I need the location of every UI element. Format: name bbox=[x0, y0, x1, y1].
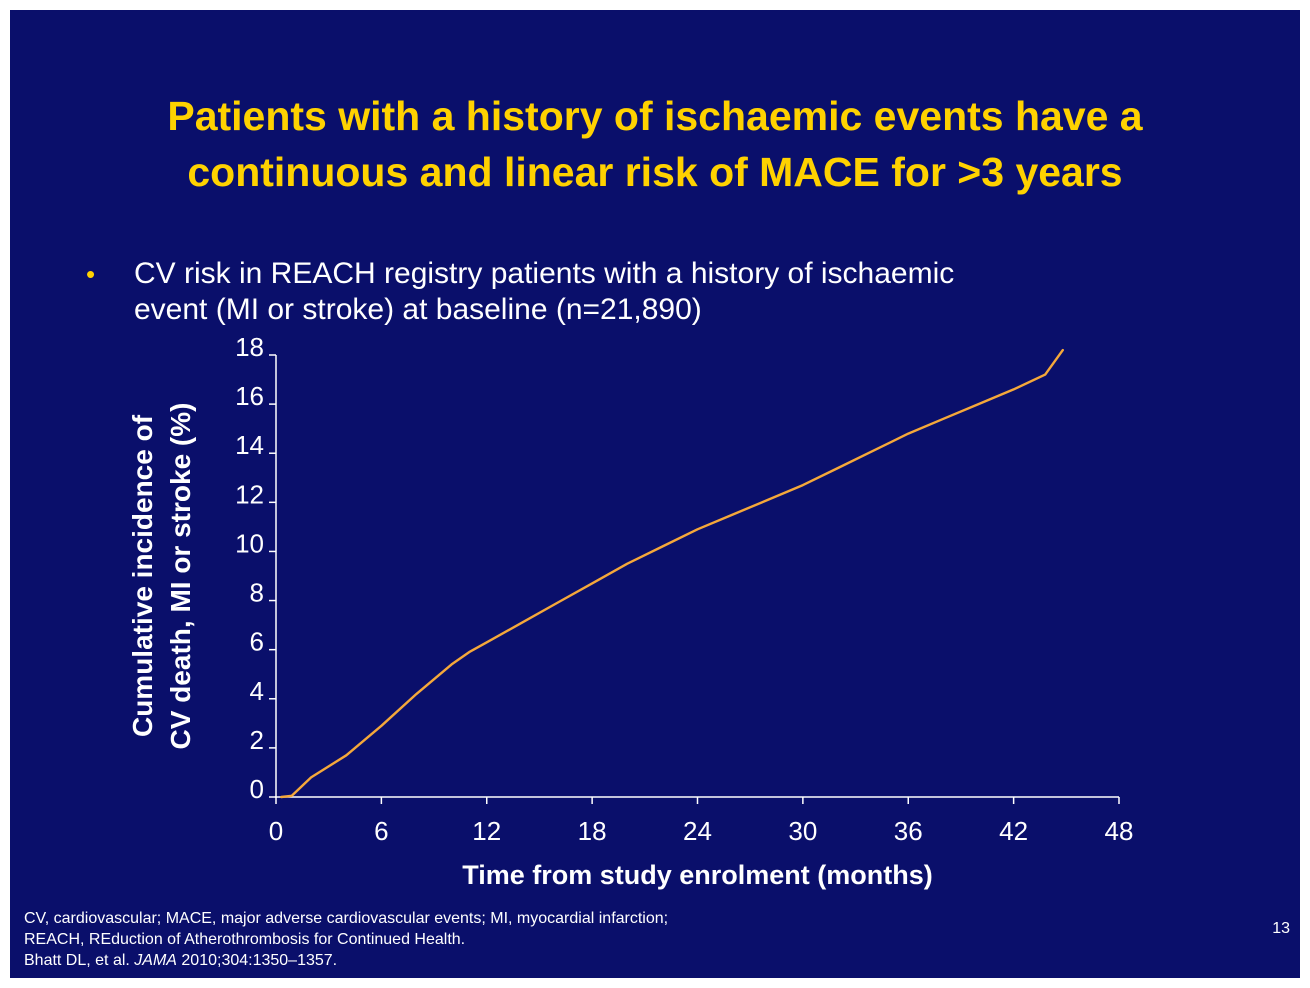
title-line-2: continuous and linear risk of MACE for >… bbox=[187, 149, 1123, 195]
y-tick-label: 2 bbox=[250, 725, 264, 755]
y-tick-label: 12 bbox=[235, 479, 264, 509]
series-line-1 bbox=[280, 348, 1065, 799]
x-tick-label: 12 bbox=[472, 816, 501, 846]
y-tick-label: 0 bbox=[250, 774, 264, 804]
x-tick-label: 0 bbox=[269, 816, 283, 846]
x-tick-label: 36 bbox=[894, 816, 923, 846]
y-tick-label: 8 bbox=[250, 578, 264, 608]
y-tick-label: 18 bbox=[235, 332, 264, 362]
x-axis-title: Time from study enrolment (months) bbox=[462, 860, 933, 890]
title-line-1: Patients with a history of ischaemic eve… bbox=[167, 93, 1143, 139]
footnote-citation: Bhatt DL, et al. JAMA 2010;304:1350–1357… bbox=[24, 950, 924, 971]
x-tick-label: 6 bbox=[374, 816, 388, 846]
x-tick-label: 18 bbox=[578, 816, 607, 846]
x-tick-label: 30 bbox=[788, 816, 817, 846]
y-axis-title-line-1: Cumulative incidence of bbox=[127, 414, 158, 737]
slide: Patients with a history of ischaemic eve… bbox=[10, 10, 1300, 978]
page-number: 13 bbox=[1272, 920, 1290, 937]
citation-authors: Bhatt DL, et al. bbox=[24, 952, 135, 969]
x-tick-label: 48 bbox=[1105, 816, 1134, 846]
footnotes: CV, cardiovascular; MACE, major adverse … bbox=[24, 908, 924, 971]
bullet-marker: • bbox=[86, 259, 96, 289]
citation-details: 2010;304:1350–1357. bbox=[176, 952, 338, 969]
slide-title: Patients with a history of ischaemic eve… bbox=[50, 88, 1260, 200]
y-tick-label: 4 bbox=[250, 676, 264, 706]
x-tick-label: 42 bbox=[999, 816, 1028, 846]
footnote-abbreviations-1: CV, cardiovascular; MACE, major adverse … bbox=[24, 910, 669, 927]
bullet-text: CV risk in REACH registry patients with … bbox=[134, 256, 1074, 328]
bullet-line-1: CV risk in REACH registry patients with … bbox=[134, 257, 955, 290]
y-tick-label: 10 bbox=[235, 528, 264, 558]
y-tick-label: 16 bbox=[235, 381, 264, 411]
y-tick-label: 6 bbox=[250, 627, 264, 657]
y-axis-title-line-2: CV death, MI or stroke (%) bbox=[165, 403, 196, 750]
footnote-abbreviations-2: REACH, REduction of Atherothrombosis for… bbox=[24, 931, 466, 948]
bullet-line-2: event (MI or stroke) at baseline (n=21,8… bbox=[134, 293, 702, 326]
y-tick-label: 14 bbox=[235, 430, 264, 460]
citation-journal: JAMA bbox=[134, 952, 177, 969]
x-tick-label: 24 bbox=[683, 816, 712, 846]
